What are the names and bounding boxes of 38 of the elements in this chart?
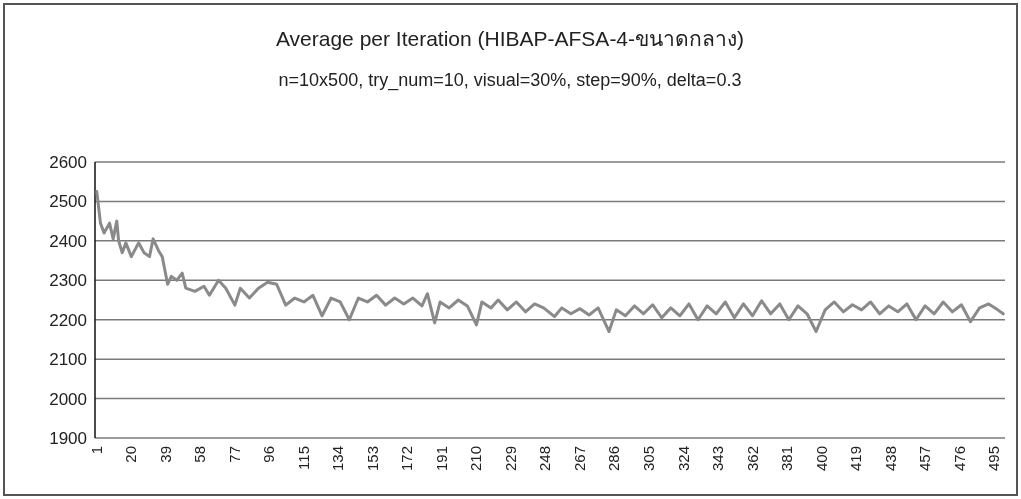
y-tick-label: 2000 (49, 389, 87, 409)
y-tick-label: 2500 (49, 192, 87, 212)
x-tick-label: 324 (674, 446, 692, 472)
x-tick-label: 267 (570, 446, 588, 472)
x-tick-label: 381 (778, 446, 796, 472)
x-tick-label: 305 (639, 446, 657, 472)
x-tick-label: 419 (847, 446, 865, 472)
y-tick-label: 2400 (49, 231, 87, 251)
x-tick-label: 153 (363, 446, 381, 472)
x-tick-label: 286 (605, 446, 623, 472)
x-tick-label: 457 (916, 446, 934, 472)
x-tick-label: 172 (398, 446, 416, 472)
y-tick-label: 2300 (49, 271, 87, 291)
x-tick-label: 20 (122, 446, 140, 463)
x-tick-label: 362 (743, 446, 761, 472)
x-tick-label: 400 (812, 446, 830, 472)
x-tick-label: 134 (329, 446, 347, 472)
x-tick-label: 1 (87, 446, 105, 455)
chart-title: Average per Iteration (HIBAP-AFSA-4-ขนาดกลาง) (275, 27, 745, 50)
x-tick-label: 476 (950, 446, 968, 472)
line-series (95, 190, 1005, 334)
y-tick-label: 2100 (49, 350, 87, 370)
x-tick-label: 115 (294, 446, 312, 470)
x-tick-label: 438 (881, 446, 899, 472)
x-tick-label: 191 (432, 446, 450, 472)
y-tick-label: 2200 (49, 310, 87, 330)
y-tick-label: 1900 (49, 429, 87, 448)
x-tick-label: 248 (536, 446, 554, 472)
x-tick-label: 39 (156, 446, 174, 463)
chart-subtitle: n=10x500, try_num=10, visual=30%, step=90%, delta=0.3 (278, 70, 742, 91)
x-tick-label: 210 (467, 446, 485, 472)
x-tick-label: 343 (709, 446, 727, 472)
x-tick-label: 96 (260, 446, 278, 463)
x-tick-label: 77 (225, 446, 243, 463)
x-tick-label: 58 (191, 446, 209, 463)
x-tick-label: 229 (501, 446, 519, 472)
y-tick-label: 2600 (49, 153, 87, 172)
x-tick-label: 495 (985, 446, 1003, 472)
